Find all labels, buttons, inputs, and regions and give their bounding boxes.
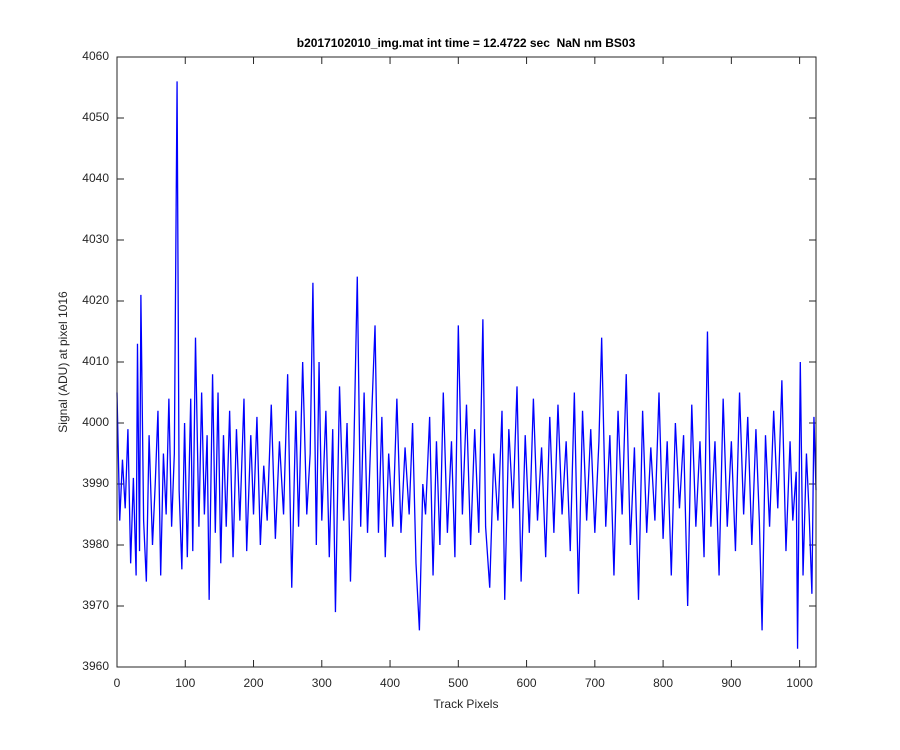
- plot-area: [117, 57, 816, 667]
- x-tick-label: 400: [380, 676, 400, 690]
- x-tick-label: 1000: [786, 676, 813, 690]
- y-tick-label: 4040: [82, 171, 109, 185]
- y-tick-label: 3970: [82, 598, 109, 612]
- x-tick-label: 900: [721, 676, 741, 690]
- x-tick-label: 500: [448, 676, 468, 690]
- y-tick-label: 4010: [82, 354, 109, 368]
- x-tick-label: 0: [114, 676, 121, 690]
- y-tick-label: 4020: [82, 293, 109, 307]
- data-line: [116, 81, 817, 649]
- x-tick-label: 100: [175, 676, 195, 690]
- y-axis-label: Signal (ADU) at pixel 1016: [56, 291, 70, 433]
- y-tick-label: 4060: [82, 49, 109, 63]
- x-tick-label: 700: [585, 676, 605, 690]
- x-tick-label: 200: [244, 676, 264, 690]
- x-axis-label: Track Pixels: [434, 697, 499, 711]
- y-tick-label: 4050: [82, 110, 109, 124]
- chart-title: b2017102010_img.mat int time = 12.4722 s…: [297, 36, 636, 50]
- y-tick-label: 3990: [82, 476, 109, 490]
- axes-box: [116, 56, 817, 668]
- x-tick-label: 800: [653, 676, 673, 690]
- y-tick-label: 3960: [82, 659, 109, 673]
- y-tick-label: 3980: [82, 537, 109, 551]
- y-tick-label: 4000: [82, 415, 109, 429]
- y-tick-label: 4030: [82, 232, 109, 246]
- x-tick-label: 600: [517, 676, 537, 690]
- x-tick-label: 300: [312, 676, 332, 690]
